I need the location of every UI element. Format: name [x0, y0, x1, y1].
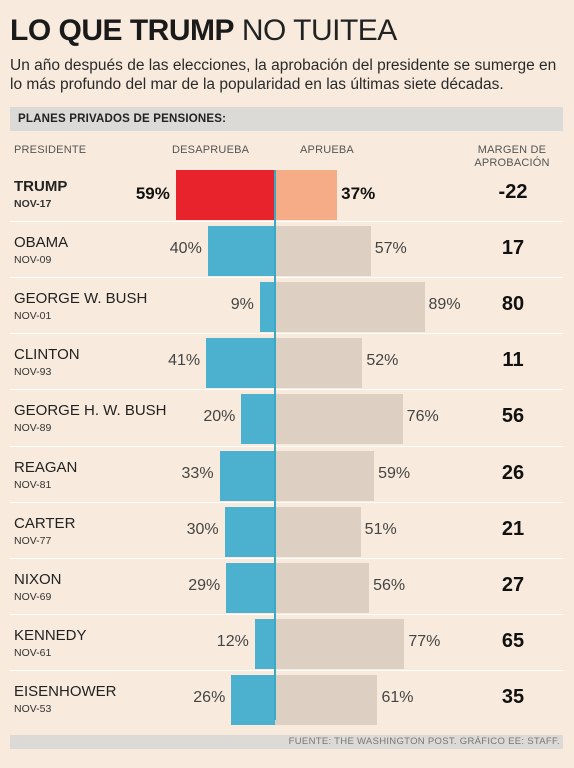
approve-label: 52%	[366, 352, 399, 370]
disapprove-bar	[175, 170, 275, 220]
president-name: GEORGE H. W. BUSH	[14, 402, 167, 420]
disapprove-label: 20%	[203, 408, 236, 426]
disapprove-label: 26%	[193, 688, 226, 706]
approve-label: 37%	[341, 184, 376, 203]
title-bold: LO QUE TRUMP	[10, 14, 235, 47]
margin-value: 56	[501, 405, 525, 428]
row-separator	[10, 221, 563, 223]
approve-bar	[275, 562, 370, 613]
section-title: PLANES PRIVADOS DE PENSIONES:	[18, 113, 227, 125]
margin-value: 11	[502, 349, 524, 372]
disapprove-bar	[254, 618, 275, 669]
disapprove-label: 59%	[135, 184, 170, 203]
disapprove-bar	[206, 338, 275, 389]
president-date: NOV-17	[14, 198, 52, 210]
approve-bar	[275, 282, 425, 333]
president-name: NIXON	[14, 570, 62, 588]
approve-label: 76%	[406, 408, 439, 426]
col-head-disapprove: DESAPRUEBA	[172, 144, 250, 156]
row-separator	[10, 613, 563, 615]
president-name: EISENHOWER	[14, 682, 117, 700]
disapprove-bar	[231, 674, 275, 725]
row-separator	[10, 389, 563, 391]
president-name: OBAMA	[14, 234, 69, 252]
president-date: NOV-01	[14, 310, 52, 323]
col-head-margin-line1: MARGEN DE	[477, 144, 547, 156]
disapprove-label: 40%	[169, 240, 202, 258]
president-date: NOV-09	[14, 254, 52, 267]
disapprove-label: 9%	[230, 296, 254, 314]
center-axis	[274, 170, 276, 720]
row-separator	[10, 445, 563, 447]
president-date: NOV-61	[14, 646, 52, 659]
title-light: NO TUITEA	[241, 14, 397, 47]
approve-bar	[275, 618, 405, 669]
margin-value: 80	[501, 293, 525, 316]
disapprove-bar	[226, 562, 275, 613]
disapprove-label: 30%	[186, 520, 219, 538]
row-separator	[10, 669, 563, 671]
footer-bar	[10, 735, 563, 749]
disapprove-label: 29%	[188, 576, 221, 594]
col-head-approve: APRUEBA	[300, 144, 354, 156]
section-bar	[10, 107, 563, 131]
president-date: NOV-53	[14, 702, 52, 715]
row-separator	[10, 501, 563, 503]
disapprove-bar	[224, 506, 275, 557]
approve-bar	[275, 170, 338, 220]
approve-bar	[275, 506, 361, 557]
president-date: NOV-81	[14, 478, 52, 491]
president-name: GEORGE W. BUSH	[14, 290, 148, 308]
president-name: REAGAN	[14, 458, 78, 476]
approve-bar	[275, 338, 363, 389]
president-name: KENNEDY	[14, 626, 87, 644]
margin-value: -22	[498, 181, 528, 203]
approve-label: 89%	[428, 296, 461, 314]
row-separator	[10, 277, 563, 279]
disapprove-label: 33%	[181, 464, 214, 482]
president-name: CARTER	[14, 514, 76, 532]
approve-label: 77%	[408, 632, 441, 650]
approve-bar	[275, 674, 378, 725]
approve-label: 56%	[373, 576, 406, 594]
page-title: LO QUE TRUMP NO TUITEA	[10, 14, 397, 48]
margin-value: 26	[501, 461, 525, 484]
margin-value: 21	[501, 517, 525, 540]
disapprove-bar	[241, 394, 275, 445]
approve-label: 61%	[381, 688, 414, 706]
row-separator	[10, 557, 563, 559]
disapprove-label: 41%	[168, 352, 201, 370]
approve-bar	[275, 394, 403, 445]
disapprove-bar	[207, 226, 275, 277]
approve-label: 51%	[364, 520, 397, 538]
col-head-president: PRESIDENTE	[14, 144, 87, 156]
col-head-margin-line2: APROBACIÓN	[474, 157, 550, 169]
approve-label: 57%	[374, 240, 407, 258]
president-date: NOV-69	[14, 590, 52, 603]
president-name: TRUMP	[14, 178, 68, 195]
approve-bar	[275, 450, 375, 501]
subtitle: Un año después de las elecciones, la apr…	[10, 57, 557, 93]
president-name: CLINTON	[14, 346, 80, 364]
row-separator	[10, 333, 563, 335]
margin-value: 35	[501, 685, 525, 708]
col-head-margin: MARGEN DE APROBACIÓN	[470, 144, 554, 170]
disapprove-bar	[259, 282, 275, 333]
margin-value: 27	[501, 573, 525, 596]
disapprove-label: 12%	[216, 632, 249, 650]
president-date: NOV-89	[14, 422, 52, 435]
president-date: NOV-77	[14, 534, 52, 547]
margin-value: 17	[501, 237, 525, 260]
president-date: NOV-93	[14, 366, 52, 379]
approve-label: 59%	[378, 464, 411, 482]
approve-bar	[275, 226, 371, 277]
disapprove-bar	[219, 450, 275, 501]
margin-value: 65	[501, 629, 525, 652]
footer-source: FUENTE: THE WASHINGTON POST. GRÁFICO EE:…	[288, 736, 560, 747]
